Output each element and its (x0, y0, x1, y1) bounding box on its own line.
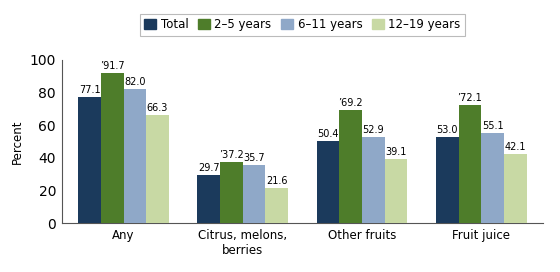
Legend: Total, 2–5 years, 6–11 years, 12–19 years: Total, 2–5 years, 6–11 years, 12–19 year… (139, 14, 465, 36)
Text: 55.1: 55.1 (482, 121, 503, 131)
Text: 50.4: 50.4 (318, 129, 339, 139)
Bar (124, 89, 146, 223)
Text: 52.9: 52.9 (362, 125, 384, 135)
Text: 66.3: 66.3 (147, 103, 168, 113)
Text: 21.6: 21.6 (266, 176, 287, 186)
Bar (504, 154, 526, 223)
Bar (362, 137, 385, 223)
Text: 39.1: 39.1 (385, 147, 407, 157)
Text: 82.0: 82.0 (124, 77, 146, 87)
Text: ’69.2: ’69.2 (338, 98, 363, 108)
Text: 77.1: 77.1 (79, 85, 100, 95)
Bar (243, 165, 265, 223)
Bar (339, 110, 362, 223)
Bar (198, 175, 220, 223)
Bar (436, 137, 459, 223)
Bar (146, 115, 169, 223)
Y-axis label: Percent: Percent (11, 119, 24, 164)
Bar (385, 159, 407, 223)
Text: 42.1: 42.1 (505, 142, 526, 152)
Text: ’37.2: ’37.2 (219, 150, 244, 160)
Text: 53.0: 53.0 (436, 125, 458, 135)
Bar (481, 133, 504, 223)
Bar (459, 105, 481, 223)
Bar (101, 73, 124, 223)
Bar (78, 97, 101, 223)
Text: ’91.7: ’91.7 (100, 61, 124, 72)
Text: 29.7: 29.7 (198, 163, 220, 173)
Bar (317, 141, 339, 223)
Bar (265, 188, 288, 223)
Text: ’72.1: ’72.1 (458, 93, 482, 103)
Bar (220, 162, 243, 223)
Text: 35.7: 35.7 (243, 153, 265, 163)
